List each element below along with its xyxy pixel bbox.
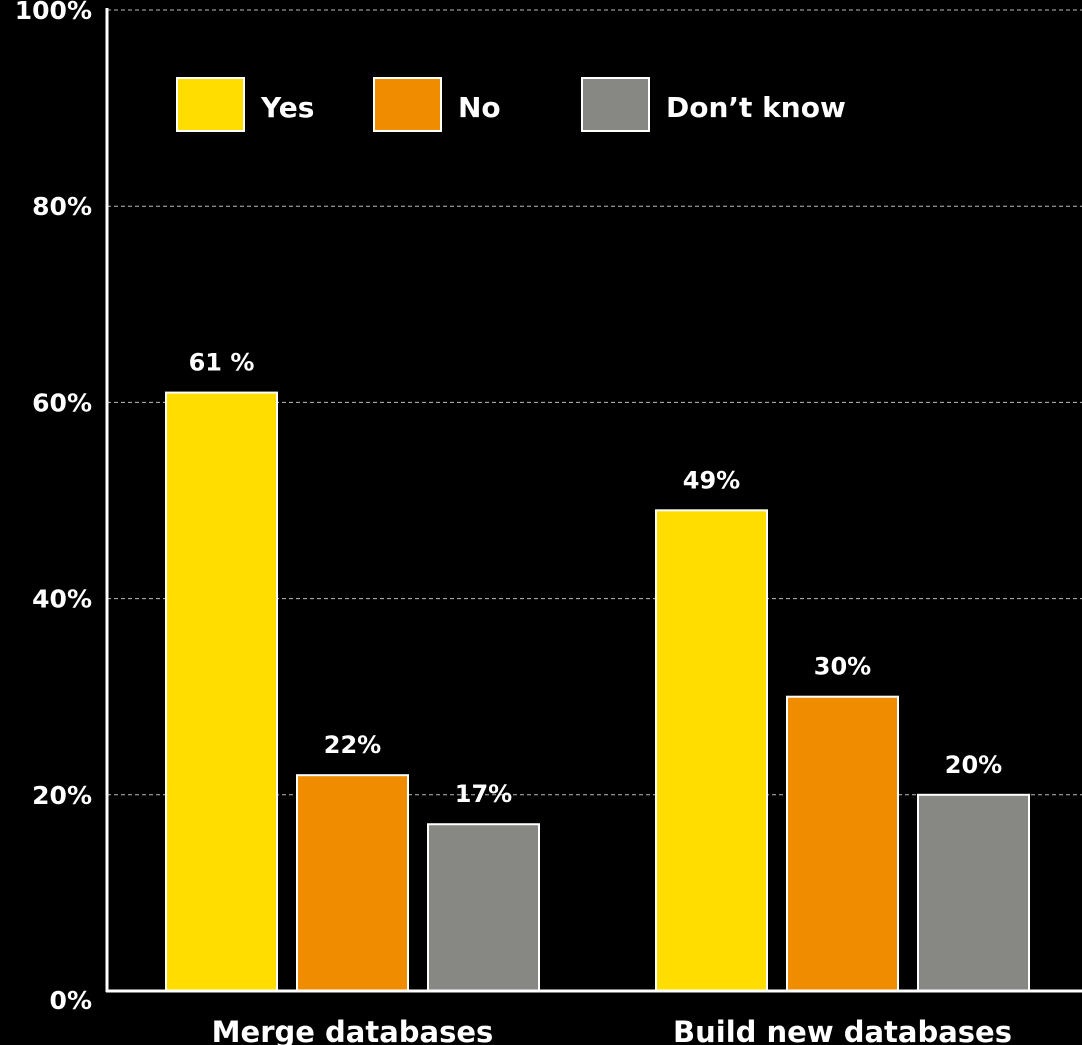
legend: Yes No Don’t know xyxy=(176,77,846,132)
y-tick-label: 80% xyxy=(32,192,92,221)
y-tick-label: 40% xyxy=(32,585,92,614)
data-label: 20% xyxy=(945,751,1002,779)
legend-label: Yes xyxy=(260,91,314,124)
category-label: Build new databases xyxy=(673,1015,1012,1045)
y-tick-labels: 0% 20% 40% 60% 80% 100% xyxy=(15,0,92,1015)
bar-yes-2 xyxy=(655,509,768,992)
bar-no-1 xyxy=(296,774,409,992)
data-label: 17% xyxy=(455,780,512,808)
bar-don-t-know-2 xyxy=(917,793,1030,992)
data-label: 30% xyxy=(814,653,871,681)
data-label: 61 % xyxy=(189,349,255,377)
axes xyxy=(105,8,1082,993)
bar-no-2 xyxy=(786,695,899,992)
legend-label: No xyxy=(458,91,501,124)
y-tick-label: 60% xyxy=(32,388,92,417)
legend-swatch xyxy=(373,77,442,132)
bars xyxy=(165,391,1030,992)
legend-label: Don’t know xyxy=(666,91,846,124)
category-label: Merge databases xyxy=(212,1015,494,1045)
data-label: 49% xyxy=(683,466,740,494)
category-labels: Merge databases Build new databases xyxy=(212,1015,1012,1045)
data-labels: 61 % 22% 17% 49% 30% 20% xyxy=(189,349,1003,809)
legend-swatch xyxy=(581,77,650,132)
y-tick-label: 20% xyxy=(32,781,92,810)
y-tick-label: 100% xyxy=(15,0,92,25)
y-tick-label: 0% xyxy=(50,986,92,1015)
legend-swatch xyxy=(176,77,245,132)
bar-don-t-know-1 xyxy=(427,823,540,992)
bar-yes-1 xyxy=(165,391,278,992)
data-label: 22% xyxy=(324,731,381,759)
